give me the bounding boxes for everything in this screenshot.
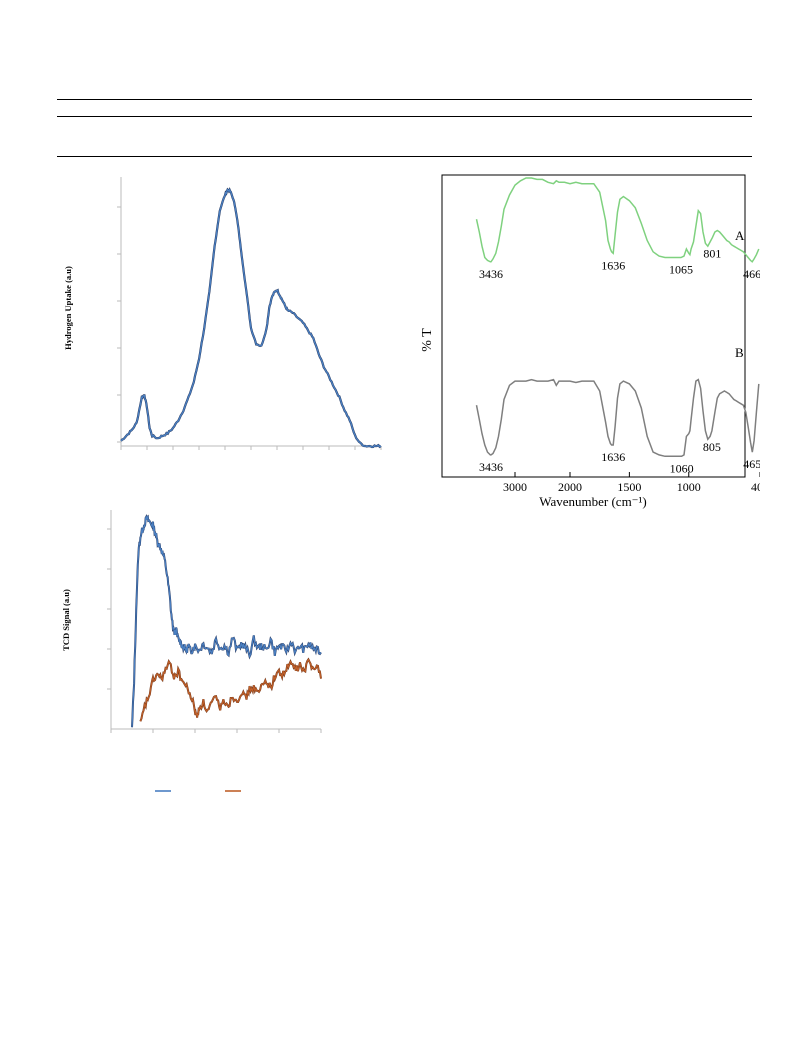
tcd-signal-plot (131, 513, 322, 728)
tcd-signal-ylabel: TCD Signal (a.u) (61, 589, 71, 651)
ftir-axes (441, 174, 746, 478)
peak-label-b-1060: 1060 (670, 461, 694, 475)
ftir-xlabel: Wavenumber (cm⁻¹) (539, 494, 647, 509)
tcd-signal-chart: TCD Signal (a.u) (61, 510, 322, 792)
header-rule-top (57, 99, 752, 100)
hydrogen-uptake-ylabel: Hydrogen Uptake (a.u) (63, 266, 73, 350)
peak-label-b-805: 805 (703, 440, 721, 454)
peak-label-a-3436: 3436 (479, 267, 503, 281)
peak-label-b-1636: 1636 (601, 450, 625, 464)
x-tick-label: 400 (751, 480, 760, 494)
hydrogen-uptake-line-shadow (120, 187, 382, 449)
hydrogen-uptake-line (120, 188, 382, 448)
plot-frame (441, 174, 746, 478)
tcd-series-line-0 (131, 515, 322, 728)
ftir-series-label-a: A (735, 228, 745, 243)
header-rule-middle (57, 116, 752, 117)
ftir-series-line-b (475, 378, 760, 458)
x-tick-label: 1000 (677, 480, 701, 494)
peak-label-b-465: 465 (743, 457, 760, 471)
x-tick-label: 2000 (558, 480, 582, 494)
tcd-series-line-1 (139, 658, 322, 722)
tcd-series-shadow-1 (139, 657, 322, 722)
ftir-plot (475, 177, 760, 458)
peak-label-a-466: 466 (743, 267, 760, 281)
ftir-series-line-a (475, 177, 760, 263)
tcd-signal-axes (107, 510, 322, 733)
hydrogen-uptake-axes (117, 177, 382, 450)
ftir-ticks: 3000 2000 1500 1000 400 (503, 472, 760, 494)
ftir-series-label-b: B (735, 345, 744, 360)
ftir-annotations: 3436 1636 1065 801 466 3436 1636 1060 805 465 (479, 247, 760, 476)
x-tick-label: 1500 (617, 480, 641, 494)
hydrogen-uptake-plot (120, 187, 382, 449)
peak-label-a-801: 801 (703, 247, 721, 261)
peak-label-b-3436: 3436 (479, 460, 503, 474)
ftir-ylabel: % T (420, 328, 435, 352)
peak-label-a-1636: 1636 (601, 258, 625, 272)
ftir-spectrum-chart: % T Wavenumber (cm⁻¹) 3000 2000 1500 1000 40… (420, 174, 760, 509)
x-tick-label: 3000 (503, 480, 527, 494)
peak-label-a-1065: 1065 (669, 263, 693, 277)
header-rule-bottom (57, 156, 752, 157)
hydrogen-uptake-chart: Hydrogen Uptake (a.u) (63, 177, 382, 450)
